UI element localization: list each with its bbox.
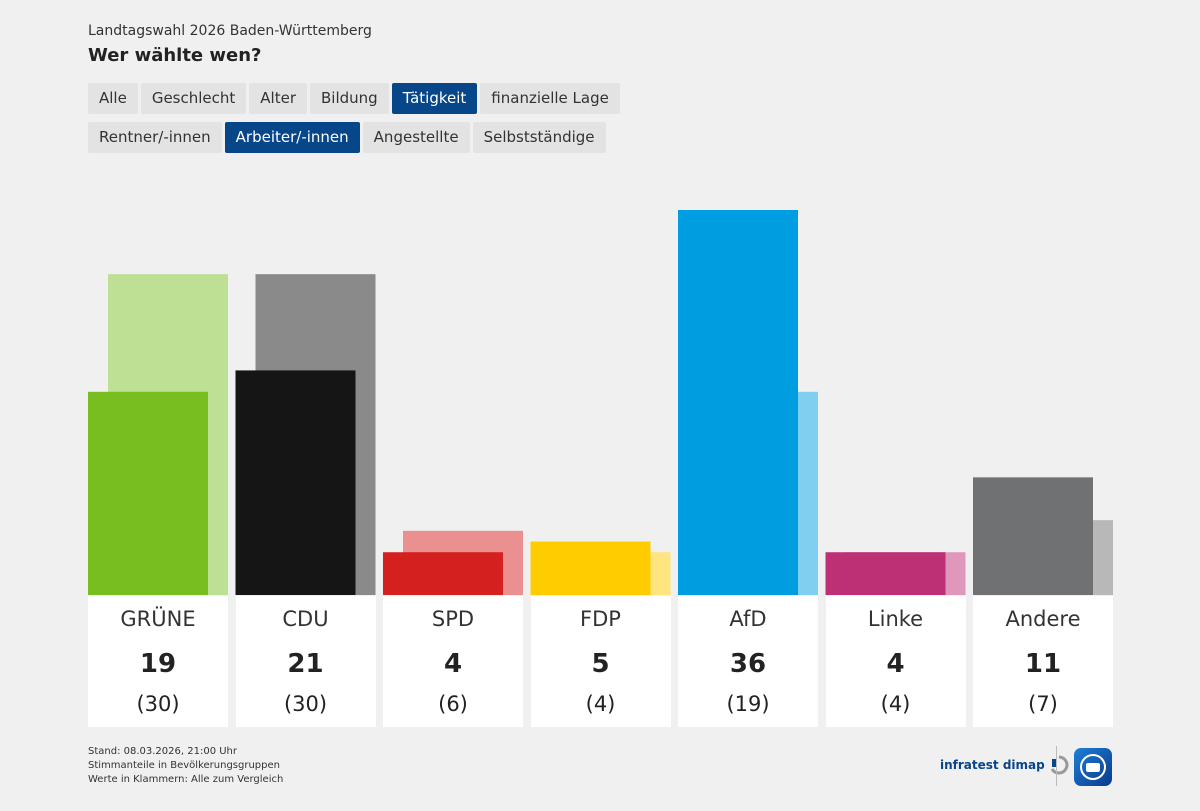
filter-category-button-4[interactable]: Tätigkeit: [391, 83, 478, 114]
party-card-fdp: FDP 5 (4): [530, 596, 671, 727]
bar-main-cdu: [235, 370, 356, 595]
chart-supertitle: Landtagswahl 2026 Baden-Württemberg: [88, 23, 372, 39]
filter-category-button-5[interactable]: finanzielle Lage: [480, 83, 620, 114]
filter-subgroup-button-2[interactable]: Angestellte: [362, 122, 470, 153]
footnote-timestamp: Stand: 08.03.2026, 21:00 Uhr: [88, 746, 238, 757]
bar-main-fdp: [530, 541, 651, 595]
party-name: Linke: [867, 607, 924, 631]
party-card-afd: AfD 36 (19): [678, 596, 818, 727]
bar-main-linke: [825, 552, 946, 595]
party-value: 19: [139, 649, 177, 679]
party-value: 4: [443, 649, 463, 679]
party-name: CDU: [282, 607, 329, 631]
filter-subgroup-button-1[interactable]: Arbeiter/-innen: [224, 122, 360, 153]
filter-row-subgroups: Rentner/-innen Arbeiter/-innen Angestellte…: [88, 122, 606, 153]
party-results: GRÜNE 19 (30) CDU 21 (30) SPD 4 (6) FDP 5 (4) AfD 36 (…: [0, 596, 1200, 727]
party-value: 36: [729, 649, 767, 679]
party-name: GRÜNE: [120, 607, 196, 631]
party-comparison-value: (30): [283, 692, 328, 716]
bar-main-spd: [383, 552, 503, 595]
party-comparison-value: (30): [136, 692, 180, 716]
footnote-comparison-note: Werte in Klammern: Alle zum Vergleich: [88, 774, 284, 785]
bar-main-grüne: [88, 391, 208, 595]
party-value: 5: [591, 649, 610, 679]
bar-main-andere: [973, 477, 1093, 595]
party-value: 4: [886, 649, 905, 679]
bar-chart: [88, 210, 1113, 595]
party-card-cdu: CDU 21 (30): [235, 596, 376, 727]
filter-subgroup-button-3[interactable]: Selbstständige: [472, 122, 606, 153]
party-comparison-value: (4): [880, 692, 911, 716]
party-comparison-value: (4): [585, 692, 616, 716]
logo-divider: [1056, 746, 1057, 786]
ard-mark-icon: [1080, 754, 1106, 780]
infratest-logo: infratest dimap: [940, 755, 1069, 775]
filter-category-button-0[interactable]: Alle: [88, 83, 138, 114]
party-name: FDP: [580, 607, 621, 631]
filter-row-categories: Alle Geschlecht Alter Bildung Tätigkeit finan…: [88, 83, 620, 114]
infratest-mark-icon: [1050, 755, 1069, 775]
party-name: Andere: [1005, 607, 1081, 631]
filter-subgroup-button-0[interactable]: Rentner/-innen: [88, 122, 222, 153]
chart-title: Wer wählte wen?: [88, 45, 262, 66]
party-comparison-value: (7): [1028, 692, 1058, 716]
filter-category-button-3[interactable]: Bildung: [310, 83, 389, 114]
party-card-grüne: GRÜNE 19 (30): [88, 596, 228, 727]
party-card-andere: Andere 11 (7): [973, 596, 1113, 727]
party-comparison-value: (19): [726, 692, 770, 716]
bar-main-afd: [678, 210, 798, 595]
party-name: SPD: [431, 607, 475, 631]
party-name: AfD: [729, 607, 767, 631]
party-value: 21: [287, 649, 324, 679]
ard-logo: [1074, 748, 1112, 786]
party-card-spd: SPD 4 (6): [383, 596, 523, 727]
footnote-description: Stimmanteile in Bevölkerungsgruppen: [88, 760, 280, 771]
filter-category-button-2[interactable]: Alter: [249, 83, 307, 114]
party-card-linke: Linke 4 (4): [825, 596, 966, 727]
filter-category-button-1[interactable]: Geschlecht: [140, 83, 247, 114]
source-label: infratest dimap: [940, 758, 1045, 772]
footnote: Stand: 08.03.2026, 21:00 Uhr Stimmanteil…: [88, 745, 283, 787]
party-value: 11: [1024, 649, 1062, 679]
party-comparison-value: (6): [438, 692, 468, 716]
